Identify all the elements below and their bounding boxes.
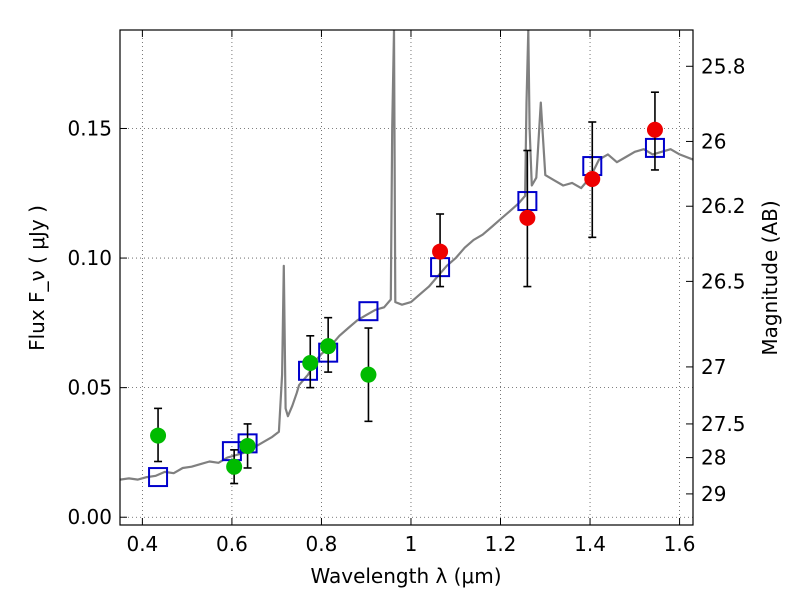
axes: 0.4 0.6 0.8 1 1.2 1.4 1.6 0.00 0.05 0.10 0.15 25.8 2…: [67, 30, 746, 556]
square-marker: [358, 301, 379, 322]
x-tick-label: 0.8: [306, 532, 338, 556]
circle-marker: [239, 437, 256, 454]
plot-area: [120, 30, 693, 488]
x-tick-label: 1.6: [664, 532, 696, 556]
y2-tick-label: 26.5: [701, 269, 746, 293]
circle-marker: [150, 427, 167, 444]
y-tick-label: 0.00: [67, 505, 112, 529]
y-tick-label: 0.05: [67, 376, 112, 400]
circle-marker: [320, 338, 337, 355]
y2-tick-label: 28: [701, 446, 726, 470]
circle-marker: [360, 366, 377, 383]
model-spectrum-line: [120, 30, 693, 481]
y-tick-label: 0.10: [67, 246, 112, 270]
circle-marker: [519, 209, 536, 226]
x-tick-label: 0.6: [216, 532, 248, 556]
circle-marker: [584, 171, 601, 188]
y2-tick-label: 29: [701, 482, 726, 506]
x-tick-label: 0.4: [126, 532, 158, 556]
x-tick-label: 1: [405, 532, 418, 556]
y2-tick-label: 26: [701, 129, 726, 153]
y2-tick-label: 25.8: [701, 54, 746, 78]
circle-marker: [432, 243, 449, 260]
x-tick-label: 1.2: [485, 532, 517, 556]
y-axis-title: Flux F_ν ( μJy ): [25, 205, 49, 351]
y-tick-label: 0.15: [67, 116, 112, 140]
grid: [120, 30, 693, 525]
circle-marker: [226, 458, 243, 475]
x-tick-label: 1.4: [574, 532, 606, 556]
circle-marker: [302, 355, 319, 372]
circle-marker: [646, 121, 663, 138]
y2-tick-label: 27: [701, 355, 726, 379]
x-axis-title: Wavelength λ (μm): [310, 564, 501, 588]
y2-tick-label: 27.5: [701, 412, 746, 436]
y2-tick-label: 26.2: [701, 194, 746, 218]
square-marker: [148, 467, 169, 488]
y2-axis-title: Magnitude (AB): [758, 200, 782, 355]
plot-frame: [119, 29, 694, 526]
